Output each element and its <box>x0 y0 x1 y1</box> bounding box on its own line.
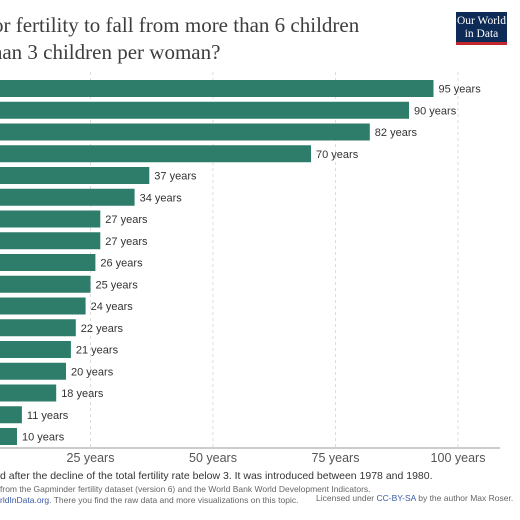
source-link[interactable]: rldInData.org <box>0 495 50 505</box>
x-tick-label-50: 50 years <box>189 451 237 465</box>
bar-label-12: 21 years <box>76 345 119 357</box>
bar-3[interactable] <box>0 145 311 163</box>
bar-13[interactable] <box>0 362 66 380</box>
bar-12[interactable] <box>0 341 71 358</box>
bar-16[interactable] <box>0 428 17 445</box>
license-note: Licensed under CC-BY-SA by the author Ma… <box>316 493 513 503</box>
source-line-1: from the Gapminder fertility dataset (ve… <box>0 484 371 494</box>
bar-label-14: 18 years <box>61 388 104 400</box>
source-line-2-text: . There you find the raw data and more v… <box>49 495 299 505</box>
bar-14[interactable] <box>0 384 57 402</box>
x-tick-label-100: 100 years <box>431 451 486 465</box>
bar-chart: 95 years 90 years 82 years 70 years 37 years… <box>0 72 500 465</box>
x-tick-label-25: 25 years <box>67 451 115 465</box>
bar-label-9: 25 years <box>96 279 139 291</box>
footnote: d after the decline of the total fertili… <box>0 470 433 482</box>
bar-7[interactable] <box>0 232 101 250</box>
source-note: from the Gapminder fertility dataset (ve… <box>0 484 520 506</box>
bar-label-15: 11 years <box>27 410 69 422</box>
bar-9[interactable] <box>0 275 91 293</box>
bar-label-1: 90 years <box>414 105 457 117</box>
license-link[interactable]: CC-BY-SA <box>376 493 416 503</box>
bar-8[interactable] <box>0 254 96 271</box>
bar-1[interactable] <box>0 101 409 119</box>
bar-0[interactable] <box>0 80 434 97</box>
bar-label-8: 26 years <box>100 258 143 270</box>
license-prefix: Licensed under <box>316 493 377 503</box>
bar-label-4: 37 years <box>154 171 197 183</box>
bar-label-16: 10 years <box>22 432 65 444</box>
bar-label-2: 82 years <box>375 127 418 139</box>
bar-10[interactable] <box>0 297 86 315</box>
owid-logo[interactable]: Our World in Data <box>456 12 507 45</box>
bar-label-0: 95 years <box>439 84 482 96</box>
title-line-2: than 3 children per woman? <box>0 40 221 64</box>
bar-label-6: 27 years <box>105 214 148 226</box>
bar-label-3: 70 years <box>316 149 359 161</box>
bar-label-13: 20 years <box>71 366 114 378</box>
x-tick-label-75: 75 years <box>312 451 360 465</box>
bar-label-11: 22 years <box>81 323 124 335</box>
bar-4[interactable] <box>0 167 150 184</box>
bar-6[interactable] <box>0 210 101 228</box>
license-suffix: by the author Max Roser. <box>415 493 514 503</box>
bar-5[interactable] <box>0 188 135 206</box>
bar-label-7: 27 years <box>105 236 148 248</box>
bar-15[interactable] <box>0 406 22 424</box>
bar-2[interactable] <box>0 123 370 141</box>
bar-11[interactable] <box>0 319 76 337</box>
bar-label-5: 34 years <box>140 192 183 204</box>
chart-title: for fertility to fall from more than 6 c… <box>0 12 450 66</box>
source-line-2: rldInData.org. There you find the raw da… <box>0 495 520 506</box>
bar-label-10: 24 years <box>91 301 134 313</box>
logo-line-1: Our World <box>456 15 506 27</box>
title-line-1: for fertility to fall from more than 6 c… <box>0 13 360 37</box>
logo-line-2: in Data <box>464 28 499 40</box>
